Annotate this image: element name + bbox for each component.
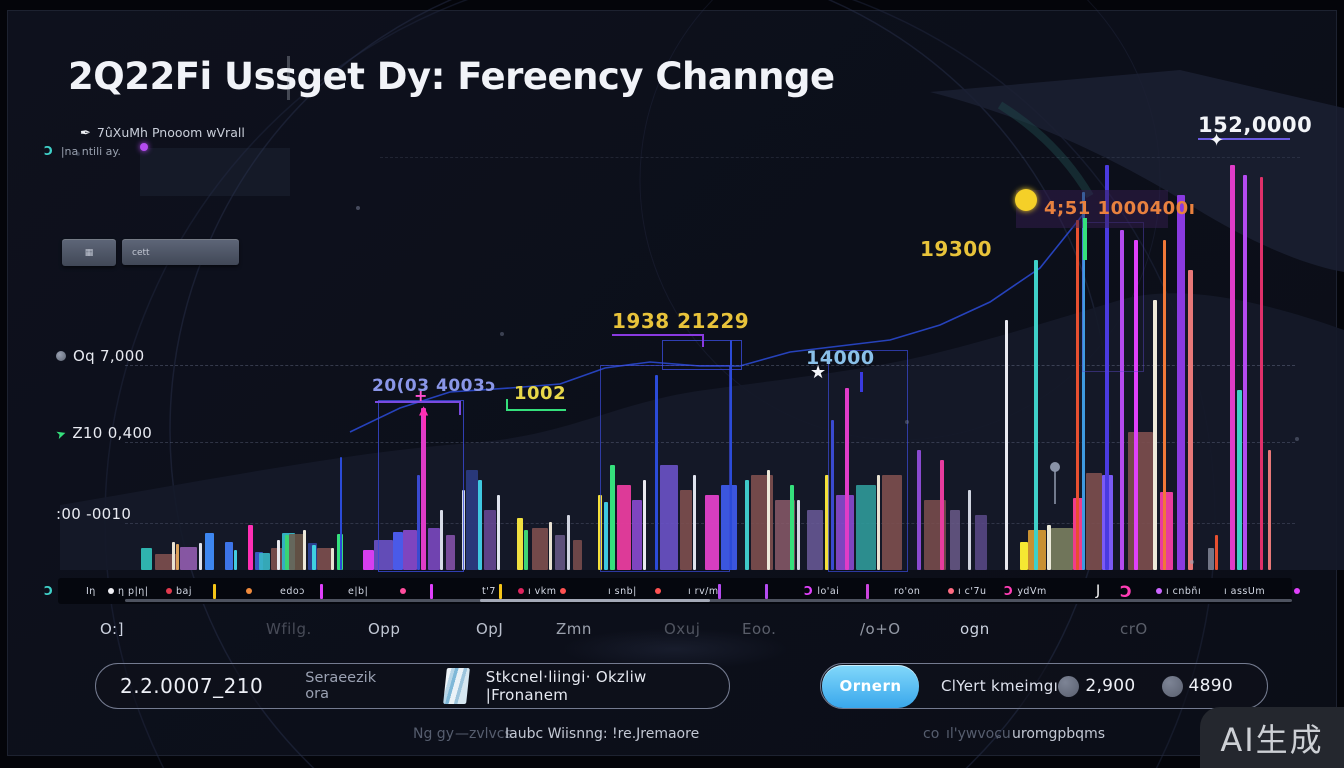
toolbar-button-2-label: cett <box>132 247 150 258</box>
footnote-co: co <box>923 726 940 742</box>
toolbar-button-1[interactable]: ▦ <box>62 239 116 266</box>
status-right-label: ClYert kmeimgı <box>941 677 1059 695</box>
primary-action-button[interactable]: Ornern <box>822 664 919 708</box>
footnote-right-main: uromgpbqms <box>1012 726 1106 742</box>
status-bar-left[interactable]: 2.2.0007_210 Seraeezik ora Stkcnel·liing… <box>95 663 730 709</box>
grid-icon: ▦ <box>84 248 94 258</box>
subtitle-text1: 7ûXuMh Pnooom wVrall <box>96 125 245 140</box>
footnote-right-dim: ıl'ywvoɕu <box>946 726 1011 742</box>
subtitle-text2: |na ntili ay. <box>60 145 121 158</box>
stat-value-1: 2,900 <box>1085 676 1136 696</box>
page-title: 2Q22Fi Ussget Dy: Fereency Channge <box>68 55 835 98</box>
axis-scroll-thumb[interactable] <box>480 599 710 602</box>
pen-icon: ✒ <box>80 126 91 141</box>
footnote-dim-1: Ng gy <box>413 726 454 742</box>
stat-value-2: 4890 <box>1188 676 1233 696</box>
stat-item-2: 4890 <box>1161 675 1233 697</box>
trend-line <box>349 211 1086 433</box>
status-bar-right[interactable]: Ornern ClYert kmeimgı 2,900 4890 <box>820 663 1268 709</box>
subtitle-line2: Ɔ |na ntili ay. <box>44 144 121 158</box>
stat-circle-icon <box>1161 675 1183 697</box>
version-number: 2.2.0007_210 <box>120 674 264 698</box>
subtitle-line1: ✒ 7ûXuMh Pnooom wVrall <box>80 125 245 141</box>
thumbnail-image-icon <box>442 668 470 704</box>
stats-group: 2,900 4890 <box>1058 675 1267 697</box>
stat-item-1: 2,900 <box>1058 675 1136 697</box>
series-name: Seraeezik ora <box>305 670 377 702</box>
footnote-main: Iaubc Wiisnng: !re.Jremaore <box>505 726 700 742</box>
status-description: Stkcnel·liingi· Okzliw |Fronanem <box>485 668 647 704</box>
stat-circle-icon <box>1058 675 1080 697</box>
crescent-icon: Ɔ <box>44 144 53 158</box>
toolbar-button-2[interactable]: cett <box>122 239 239 265</box>
footnote-dim-2: —zvlvcs <box>455 726 512 742</box>
ai-watermark-badge: AI生成 <box>1200 707 1344 768</box>
ai-watermark-text: AI生成 <box>1220 720 1324 759</box>
